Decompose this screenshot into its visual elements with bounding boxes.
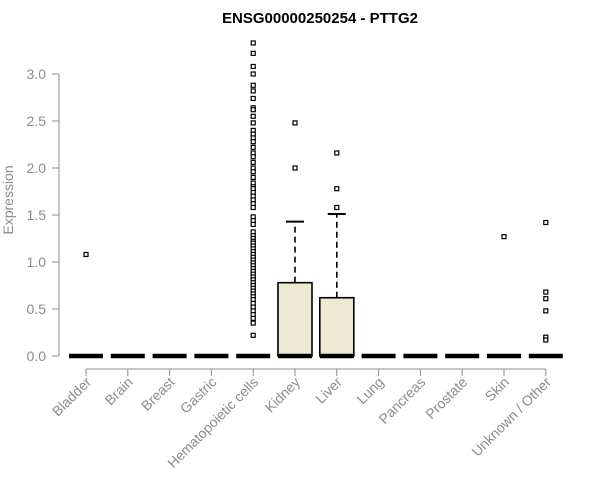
x-tick-label: Bladder	[49, 374, 95, 420]
outlier-point	[250, 221, 256, 227]
y-tick-label: 3.0	[27, 66, 47, 82]
y-axis: 0.0 0.5 1.0 1.5 2.0 2.5 3.0	[27, 66, 60, 364]
outlier-point	[250, 107, 256, 113]
outlier-point	[250, 204, 256, 211]
box-kidney	[277, 120, 313, 359]
y-axis-label: Expression	[0, 165, 16, 234]
outlier-point	[250, 71, 256, 77]
outlier-point	[292, 120, 298, 126]
outlier-point	[543, 308, 549, 314]
box-liver	[318, 150, 355, 359]
outlier-point	[250, 159, 256, 165]
outlier-point	[250, 113, 256, 119]
y-tick-label: 1.0	[27, 254, 47, 270]
outlier-point	[250, 315, 256, 321]
iqr-box	[277, 281, 313, 357]
outlier-point	[250, 50, 256, 56]
outlier-point	[543, 219, 549, 226]
outlier-point	[250, 139, 256, 145]
outlier-point	[250, 332, 256, 338]
outlier-point	[250, 95, 256, 102]
outlier-point	[250, 154, 256, 160]
x-tick-label: Lung	[353, 374, 386, 407]
x-tick-label: Brain	[101, 374, 135, 408]
boxes	[69, 40, 563, 359]
y-tick-label: 2.5	[27, 113, 47, 129]
y-tick-label: 0.5	[27, 301, 47, 317]
outlier-point	[334, 204, 340, 211]
outlier-point	[334, 150, 340, 156]
outlier-point	[543, 296, 549, 302]
box-bladder	[69, 251, 103, 359]
x-tick-label: Unknown / Other	[468, 374, 554, 460]
x-tick-label: Liver	[312, 374, 345, 407]
x-tick-label: Prostate	[422, 374, 470, 422]
y-tick-label: 2.0	[27, 160, 47, 176]
y-tick-label: 1.5	[27, 207, 47, 223]
box-unknown-other	[528, 219, 563, 359]
outlier-point	[250, 82, 256, 88]
x-tick-label: Skin	[482, 374, 513, 405]
outlier-point	[250, 144, 256, 150]
outlier-point	[250, 40, 256, 46]
outlier-point	[543, 289, 549, 295]
outlier-point	[250, 174, 256, 180]
iqr-box	[318, 296, 355, 357]
outlier-point	[250, 120, 256, 126]
x-tick-label: Kidney	[262, 374, 304, 416]
outlier-point	[334, 186, 340, 192]
chart-title: ENSG00000250254 - PTTG2	[222, 10, 418, 27]
box-skin	[487, 234, 521, 359]
outlier-point	[501, 234, 507, 240]
outlier-point	[83, 251, 89, 258]
outlier-point	[250, 88, 256, 94]
outlier-point	[543, 337, 549, 343]
outlier-point	[250, 169, 256, 175]
outlier-point	[292, 165, 298, 171]
box-hematopoietic-cells	[236, 40, 271, 359]
y-tick-label: 0.0	[27, 348, 47, 364]
x-tick-label: Breast	[138, 374, 178, 414]
outlier-point	[250, 320, 256, 326]
outlier-point	[250, 63, 256, 70]
